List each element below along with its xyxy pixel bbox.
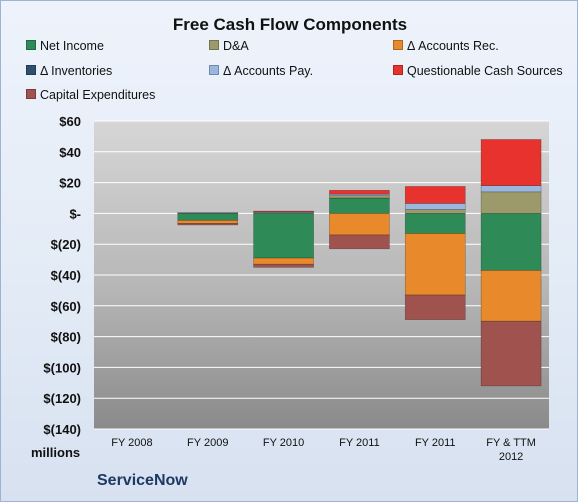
bar-segment [404,209,466,214]
bar-segment [329,195,390,199]
y-tick-label: $(20) [51,237,81,252]
bar-segment [404,233,466,296]
bar-segment [480,270,542,322]
x-tick-label: FY 2008 [111,437,152,449]
x-tick-label: FY 2011 [415,437,456,449]
bar-segment [480,139,542,186]
x-tick-label: FY 2011 [339,437,380,449]
bar-segment [253,213,314,259]
legend-swatch [393,40,403,50]
legend-label: D&A [223,39,249,53]
y-tick-label: $(120) [43,391,81,406]
legend-label: Questionable Cash Sources [407,64,563,78]
bar-segment [329,213,390,236]
x-tick-label: FY 2009 [187,437,228,449]
bar-segment [404,203,466,210]
legend-swatch [209,40,219,50]
legend-swatch [26,89,36,99]
legend-label: Net Income [40,39,104,53]
bar-segment [177,220,239,224]
bar-segment [177,212,239,214]
bar-segment [329,197,390,214]
y-tick-label: $60 [59,114,81,129]
legend-swatch [393,65,403,75]
x-tick-label: FY & TTM 2012 [486,437,536,463]
legend-item-accounts-rec: Δ Accounts Rec. [393,39,499,53]
y-tick-label: $(140) [43,422,81,437]
bar-segment [329,234,390,250]
bar-segment [329,190,390,195]
legend-label: Δ Accounts Pay. [223,64,314,78]
bar-segment [480,213,542,271]
legend-swatch [26,65,36,75]
units-label: millions [31,445,81,460]
chart-title: Free Cash Flow Components [172,15,408,34]
y-tick-label: $20 [59,176,81,191]
y-tick-label: $- [69,206,81,221]
bar-segment [404,186,466,204]
legend-swatch [26,40,36,50]
bar-segment [177,213,239,221]
legend-label: Δ Inventories [40,64,113,78]
legend-label: Δ Accounts Rec. [407,39,499,53]
company-name: ServiceNow [97,472,188,489]
bar-segment [177,223,239,226]
legend-swatch [209,65,219,75]
bar-segment [480,320,542,387]
bar-segment [253,263,314,268]
legend-item-accounts-pay: Δ Accounts Pay. [209,64,313,78]
legend-item-capex: Capital Expenditures [26,88,155,102]
bar-segment [404,294,466,320]
y-tick-label: $40 [59,145,81,160]
y-tick-label: $(60) [51,299,81,314]
bar-segment [253,257,314,265]
y-tick-label: $(100) [43,360,81,375]
bar-segment [253,210,314,213]
legend-item-inventories: Δ Inventories [26,64,112,78]
legend-item-questionable: Questionable Cash Sources [393,64,563,78]
bar-segment [480,191,542,214]
bar-segment [480,185,542,193]
x-tick-label: FY 2010 [263,437,304,449]
bar-segment [404,213,466,234]
legend-label: Capital Expenditures [40,88,156,102]
y-tick-label: $(80) [51,330,81,345]
legend-item-da: D&A [209,39,249,53]
y-tick-label: $(40) [51,268,81,283]
legend-item-net-income: Net Income [26,39,104,53]
